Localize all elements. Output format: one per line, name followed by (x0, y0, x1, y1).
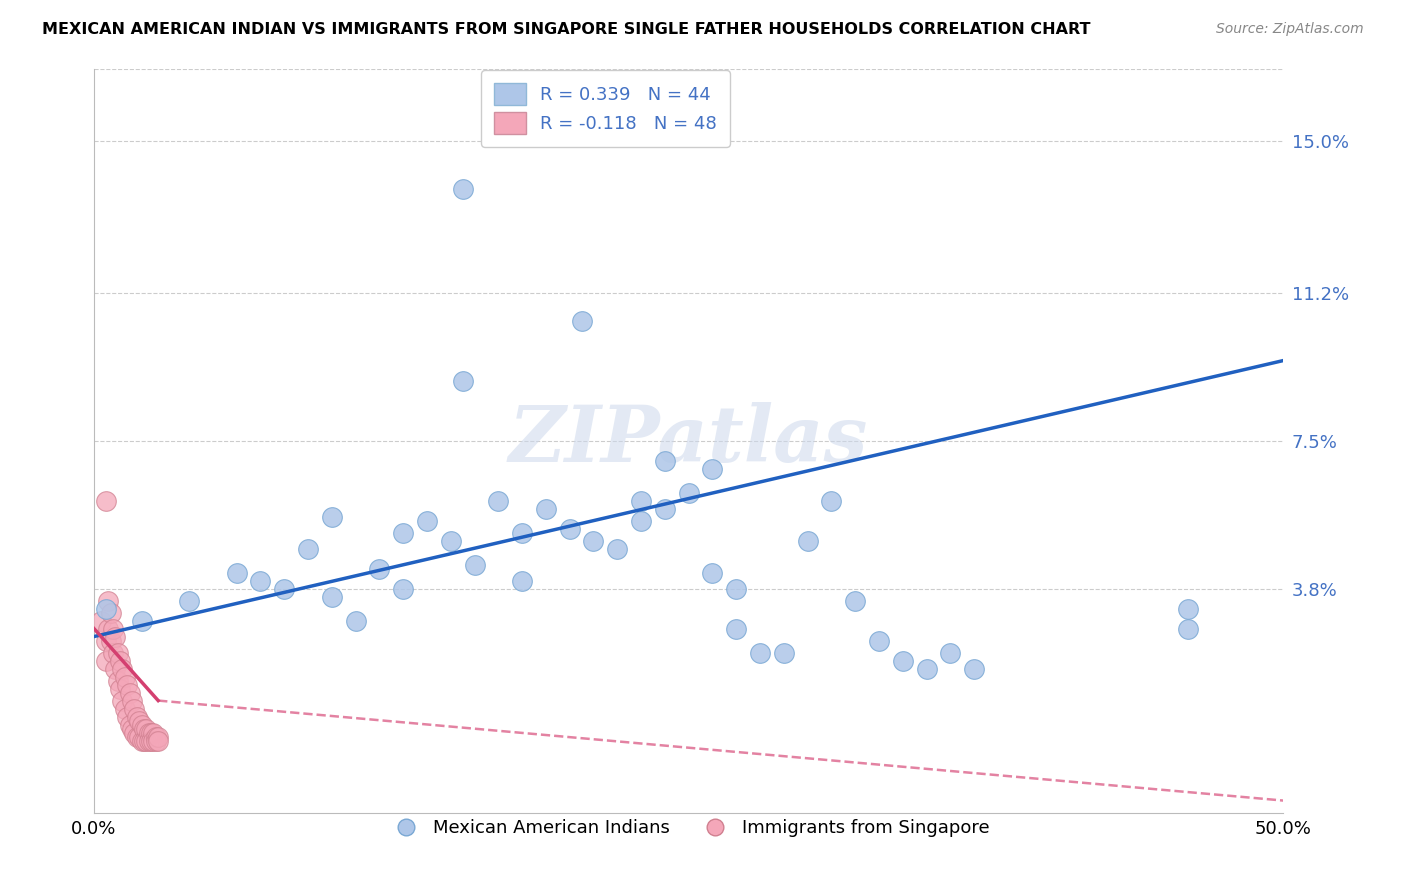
Point (124, 725, 146, 739)
Point (125, 730, 148, 744)
Point (101, 646, 124, 660)
Point (392, 525, 415, 540)
Point (135, 733, 157, 747)
Point (94, 654, 117, 668)
Point (510, 574, 533, 588)
Point (94, 601, 117, 615)
Point (145, 730, 167, 744)
Point (111, 693, 134, 707)
Point (146, 730, 169, 744)
Point (321, 509, 343, 524)
Point (107, 646, 129, 660)
Point (868, 633, 890, 648)
Point (131, 717, 153, 731)
Point (571, 313, 593, 327)
Point (100, 633, 122, 648)
Point (97, 622, 120, 636)
Point (654, 501, 676, 516)
Point (891, 654, 914, 668)
Point (416, 514, 439, 528)
Point (114, 701, 136, 715)
Point (114, 669, 136, 683)
Point (451, 181, 474, 195)
Point (128, 714, 150, 728)
Point (915, 662, 938, 676)
Point (796, 533, 818, 548)
Point (125, 709, 148, 723)
Point (128, 730, 150, 744)
Point (273, 582, 295, 596)
Point (118, 717, 141, 731)
Point (678, 485, 700, 500)
Point (1177, 601, 1199, 615)
Point (702, 461, 724, 475)
Point (100, 606, 122, 620)
Legend: Mexican American Indians, Immigrants from Singapore: Mexican American Indians, Immigrants fro… (381, 812, 997, 845)
Point (107, 673, 129, 688)
Point (94, 493, 117, 508)
Point (108, 654, 131, 668)
Point (124, 701, 146, 715)
Point (118, 685, 141, 699)
Point (131, 733, 153, 747)
Point (558, 522, 581, 536)
Point (135, 722, 157, 736)
Point (630, 493, 652, 508)
Point (820, 493, 842, 508)
Point (654, 453, 676, 467)
Point (464, 558, 486, 572)
Point (101, 622, 124, 636)
Point (344, 614, 367, 628)
Point (121, 722, 143, 736)
Point (142, 725, 165, 739)
Point (139, 725, 162, 739)
Point (132, 733, 155, 747)
Point (297, 541, 319, 556)
Point (121, 693, 143, 707)
Point (702, 566, 724, 580)
Point (104, 662, 127, 676)
Point (1177, 622, 1199, 636)
Point (630, 514, 652, 528)
Point (510, 525, 533, 540)
Point (90, 614, 112, 628)
Point (844, 593, 866, 607)
Point (177, 593, 200, 607)
Point (582, 533, 605, 548)
Point (249, 574, 271, 588)
Point (132, 722, 155, 736)
Point (606, 541, 628, 556)
Point (115, 709, 138, 723)
Point (138, 733, 160, 747)
Text: MEXICAN AMERICAN INDIAN VS IMMIGRANTS FROM SINGAPORE SINGLE FATHER HOUSEHOLDS CO: MEXICAN AMERICAN INDIAN VS IMMIGRANTS FR… (42, 22, 1091, 37)
Point (534, 501, 557, 516)
Point (451, 374, 474, 388)
Point (115, 677, 138, 691)
Point (963, 662, 986, 676)
Point (486, 493, 509, 508)
Point (139, 733, 162, 747)
Point (97, 593, 120, 607)
Point (108, 681, 131, 696)
Point (392, 582, 415, 596)
Point (939, 646, 962, 660)
Point (138, 725, 160, 739)
Point (104, 630, 127, 644)
Point (225, 566, 247, 580)
Point (142, 733, 165, 747)
Point (749, 646, 772, 660)
Point (321, 590, 343, 604)
Point (111, 662, 134, 676)
Point (440, 533, 463, 548)
Point (725, 622, 748, 636)
Point (772, 646, 794, 660)
Point (94, 633, 117, 648)
Point (368, 561, 391, 575)
Text: ZIPatlas: ZIPatlas (509, 402, 869, 479)
Point (146, 733, 169, 747)
Point (725, 582, 748, 596)
Point (145, 733, 167, 747)
Text: Source: ZipAtlas.com: Source: ZipAtlas.com (1216, 22, 1364, 37)
Point (131, 614, 153, 628)
